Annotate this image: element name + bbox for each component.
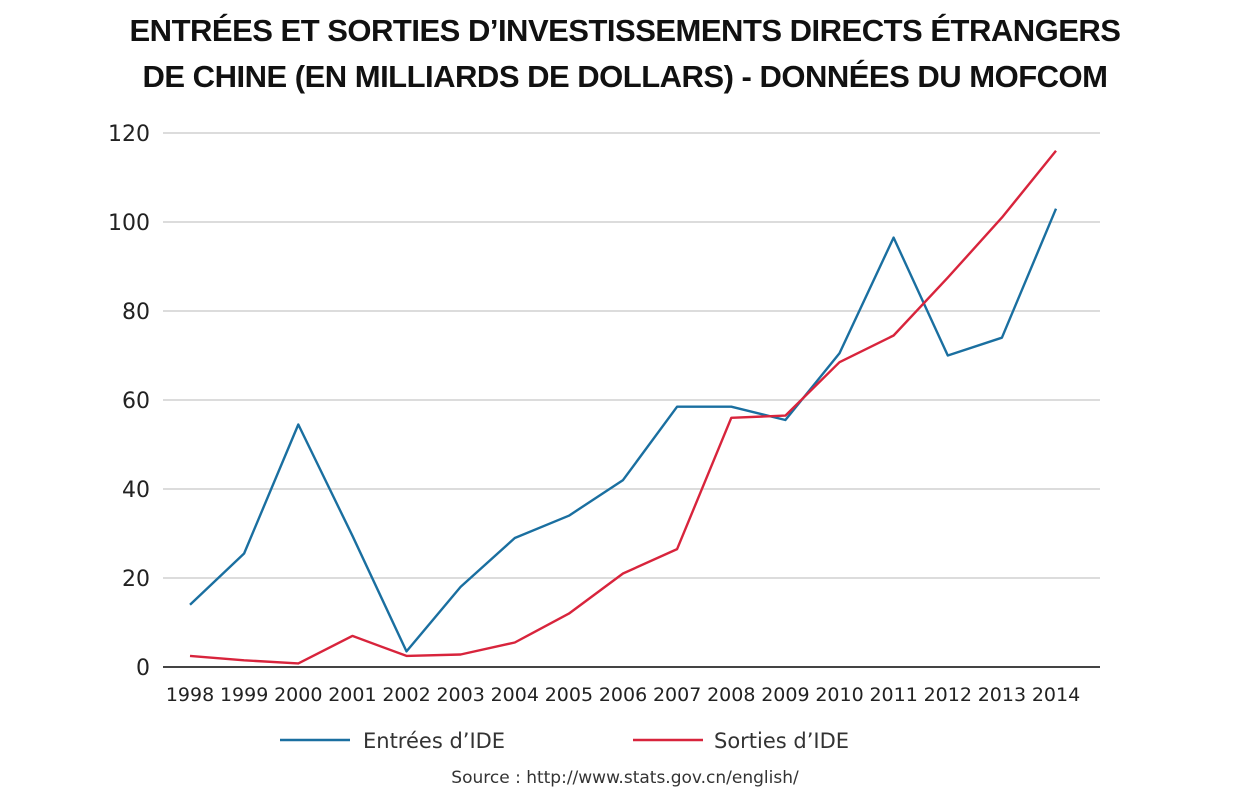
legend: Entrées d’IDE Sorties d’IDE (280, 729, 849, 753)
y-tick-label: 100 (108, 211, 150, 236)
x-tick-label: 2010 (815, 684, 863, 706)
x-tick-label: 2012 (924, 684, 972, 706)
y-tick-label: 40 (122, 478, 150, 503)
x-tick-label: 2006 (599, 684, 647, 706)
chart-title-line-2: DE CHINE (EN MILLIARDS DE DOLLARS) - DON… (142, 59, 1109, 94)
series-lines (189, 150, 1058, 665)
chart-title-line-1: ENTRÉES ET SORTIES D’INVESTISSEMENTS DIR… (129, 13, 1121, 48)
y-tick-label: 20 (122, 567, 150, 592)
x-tick-label: 1999 (220, 684, 268, 706)
x-axis-ticks: 1998 1999 2000 2001 2002 2003 2004 2005 2006 2007… (166, 684, 1080, 706)
x-tick-label: 2011 (869, 684, 917, 706)
series-line-1 (189, 208, 1058, 653)
y-tick-label: 120 (108, 122, 150, 147)
x-tick-label: 1998 (166, 684, 214, 706)
x-tick-label: 2002 (382, 684, 430, 706)
chart-title: ENTRÉES ET SORTIES D’INVESTISSEMENTS DIR… (0, 8, 1250, 100)
x-tick-label: 2008 (707, 684, 755, 706)
x-tick-label: 2003 (436, 684, 484, 706)
legend-label-1: Entrées d’IDE (363, 729, 505, 753)
y-axis-ticks: 0 20 40 60 80 100 120 (108, 122, 150, 681)
x-tick-label: 2013 (978, 684, 1026, 706)
legend-label-2: Sorties d’IDE (714, 729, 849, 753)
y-tick-label: 80 (122, 300, 150, 325)
x-tick-label: 2009 (761, 684, 809, 706)
x-tick-label: 2005 (545, 684, 593, 706)
y-tick-label: 60 (122, 389, 150, 414)
x-tick-label: 2000 (274, 684, 322, 706)
gridlines (163, 132, 1100, 668)
series-line-2 (189, 150, 1057, 665)
x-tick-label: 2014 (1032, 684, 1080, 706)
y-tick-label: 0 (136, 656, 150, 681)
x-tick-label: 2007 (653, 684, 701, 706)
x-tick-label: 2001 (328, 684, 376, 706)
x-tick-label: 2004 (491, 684, 539, 706)
source-note: Source : http://www.stats.gov.cn/english… (451, 768, 799, 788)
